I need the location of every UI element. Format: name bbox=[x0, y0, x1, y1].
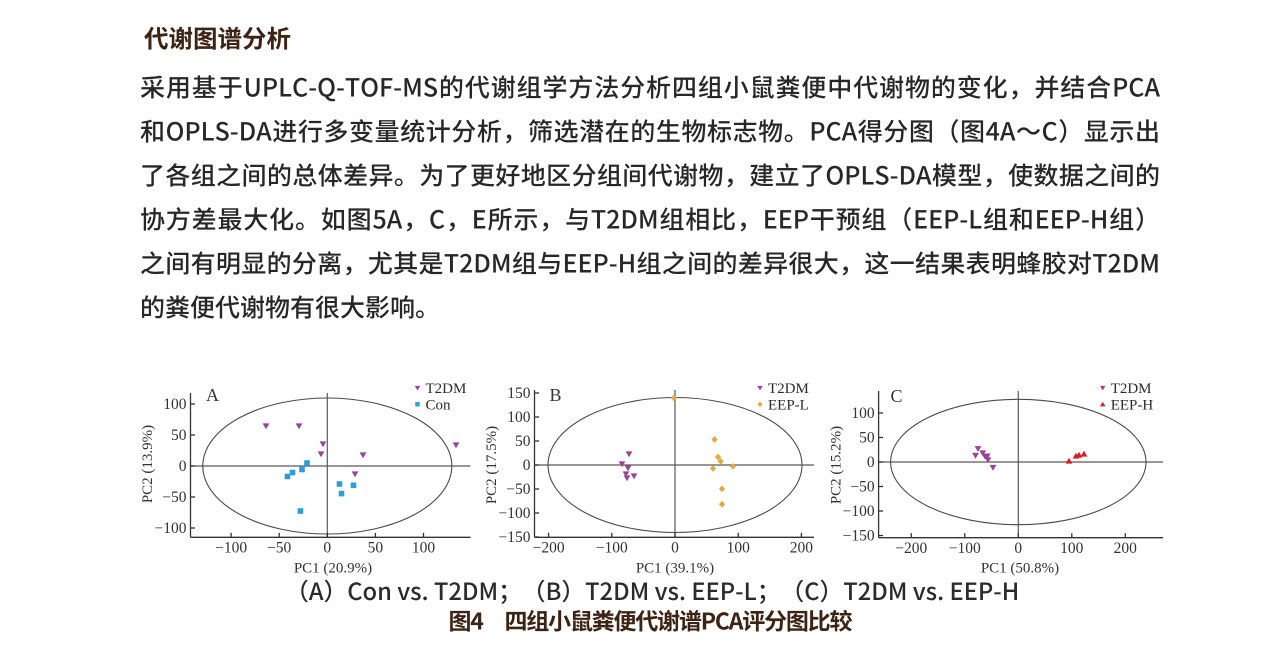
svg-text:0: 0 bbox=[179, 458, 187, 475]
svg-text:100: 100 bbox=[412, 540, 436, 557]
svg-text:−100: −100 bbox=[843, 503, 875, 520]
svg-text:100: 100 bbox=[851, 405, 875, 422]
svg-text:100: 100 bbox=[507, 409, 531, 426]
svg-text:−100: −100 bbox=[949, 540, 981, 557]
svg-text:200: 200 bbox=[790, 540, 814, 557]
svg-text:−50: −50 bbox=[162, 489, 186, 506]
svg-text:150: 150 bbox=[507, 385, 531, 402]
svg-text:EEP-L: EEP-L bbox=[768, 397, 809, 413]
svg-text:−150: −150 bbox=[843, 528, 875, 545]
svg-text:−100: −100 bbox=[499, 505, 531, 522]
svg-text:−100: −100 bbox=[596, 540, 628, 557]
svg-text:−50: −50 bbox=[506, 481, 530, 498]
svg-text:50: 50 bbox=[171, 427, 187, 444]
svg-text:EEP-H: EEP-H bbox=[1111, 397, 1154, 413]
svg-text:0: 0 bbox=[867, 454, 875, 471]
svg-text:T2DM: T2DM bbox=[1111, 381, 1152, 397]
svg-text:0: 0 bbox=[523, 457, 531, 474]
svg-text:C: C bbox=[891, 386, 903, 406]
svg-text:PC1 (39.1%): PC1 (39.1%) bbox=[636, 560, 714, 576]
svg-text:B: B bbox=[550, 385, 562, 405]
svg-text:−100: −100 bbox=[215, 540, 247, 557]
svg-text:T2DM: T2DM bbox=[768, 381, 809, 397]
svg-text:PC2 (15.2%): PC2 (15.2%) bbox=[829, 426, 845, 504]
svg-text:0: 0 bbox=[323, 540, 331, 557]
svg-text:50: 50 bbox=[368, 540, 384, 557]
svg-text:50: 50 bbox=[859, 430, 875, 447]
svg-text:A: A bbox=[206, 385, 219, 405]
svg-text:−200: −200 bbox=[895, 540, 927, 557]
svg-text:100: 100 bbox=[727, 540, 751, 557]
svg-text:200: 200 bbox=[1114, 540, 1138, 557]
svg-text:−150: −150 bbox=[499, 529, 531, 546]
svg-text:100: 100 bbox=[1060, 540, 1084, 557]
svg-text:−100: −100 bbox=[155, 520, 187, 537]
svg-text:PC1 (50.8%): PC1 (50.8%) bbox=[981, 561, 1059, 577]
svg-text:−200: −200 bbox=[533, 540, 565, 557]
svg-text:PC2 (13.9%): PC2 (13.9%) bbox=[140, 425, 156, 503]
svg-text:−50: −50 bbox=[267, 540, 291, 557]
svg-text:0: 0 bbox=[671, 540, 679, 557]
svg-text:50: 50 bbox=[515, 433, 531, 450]
svg-text:PC1 (20.9%): PC1 (20.9%) bbox=[294, 560, 372, 576]
svg-text:T2DM: T2DM bbox=[426, 381, 467, 397]
svg-text:PC2 (17.5%): PC2 (17.5%) bbox=[484, 426, 500, 504]
svg-text:100: 100 bbox=[163, 396, 187, 413]
svg-text:Con: Con bbox=[426, 397, 452, 413]
svg-text:0: 0 bbox=[1014, 540, 1022, 557]
svg-text:−50: −50 bbox=[850, 479, 874, 496]
